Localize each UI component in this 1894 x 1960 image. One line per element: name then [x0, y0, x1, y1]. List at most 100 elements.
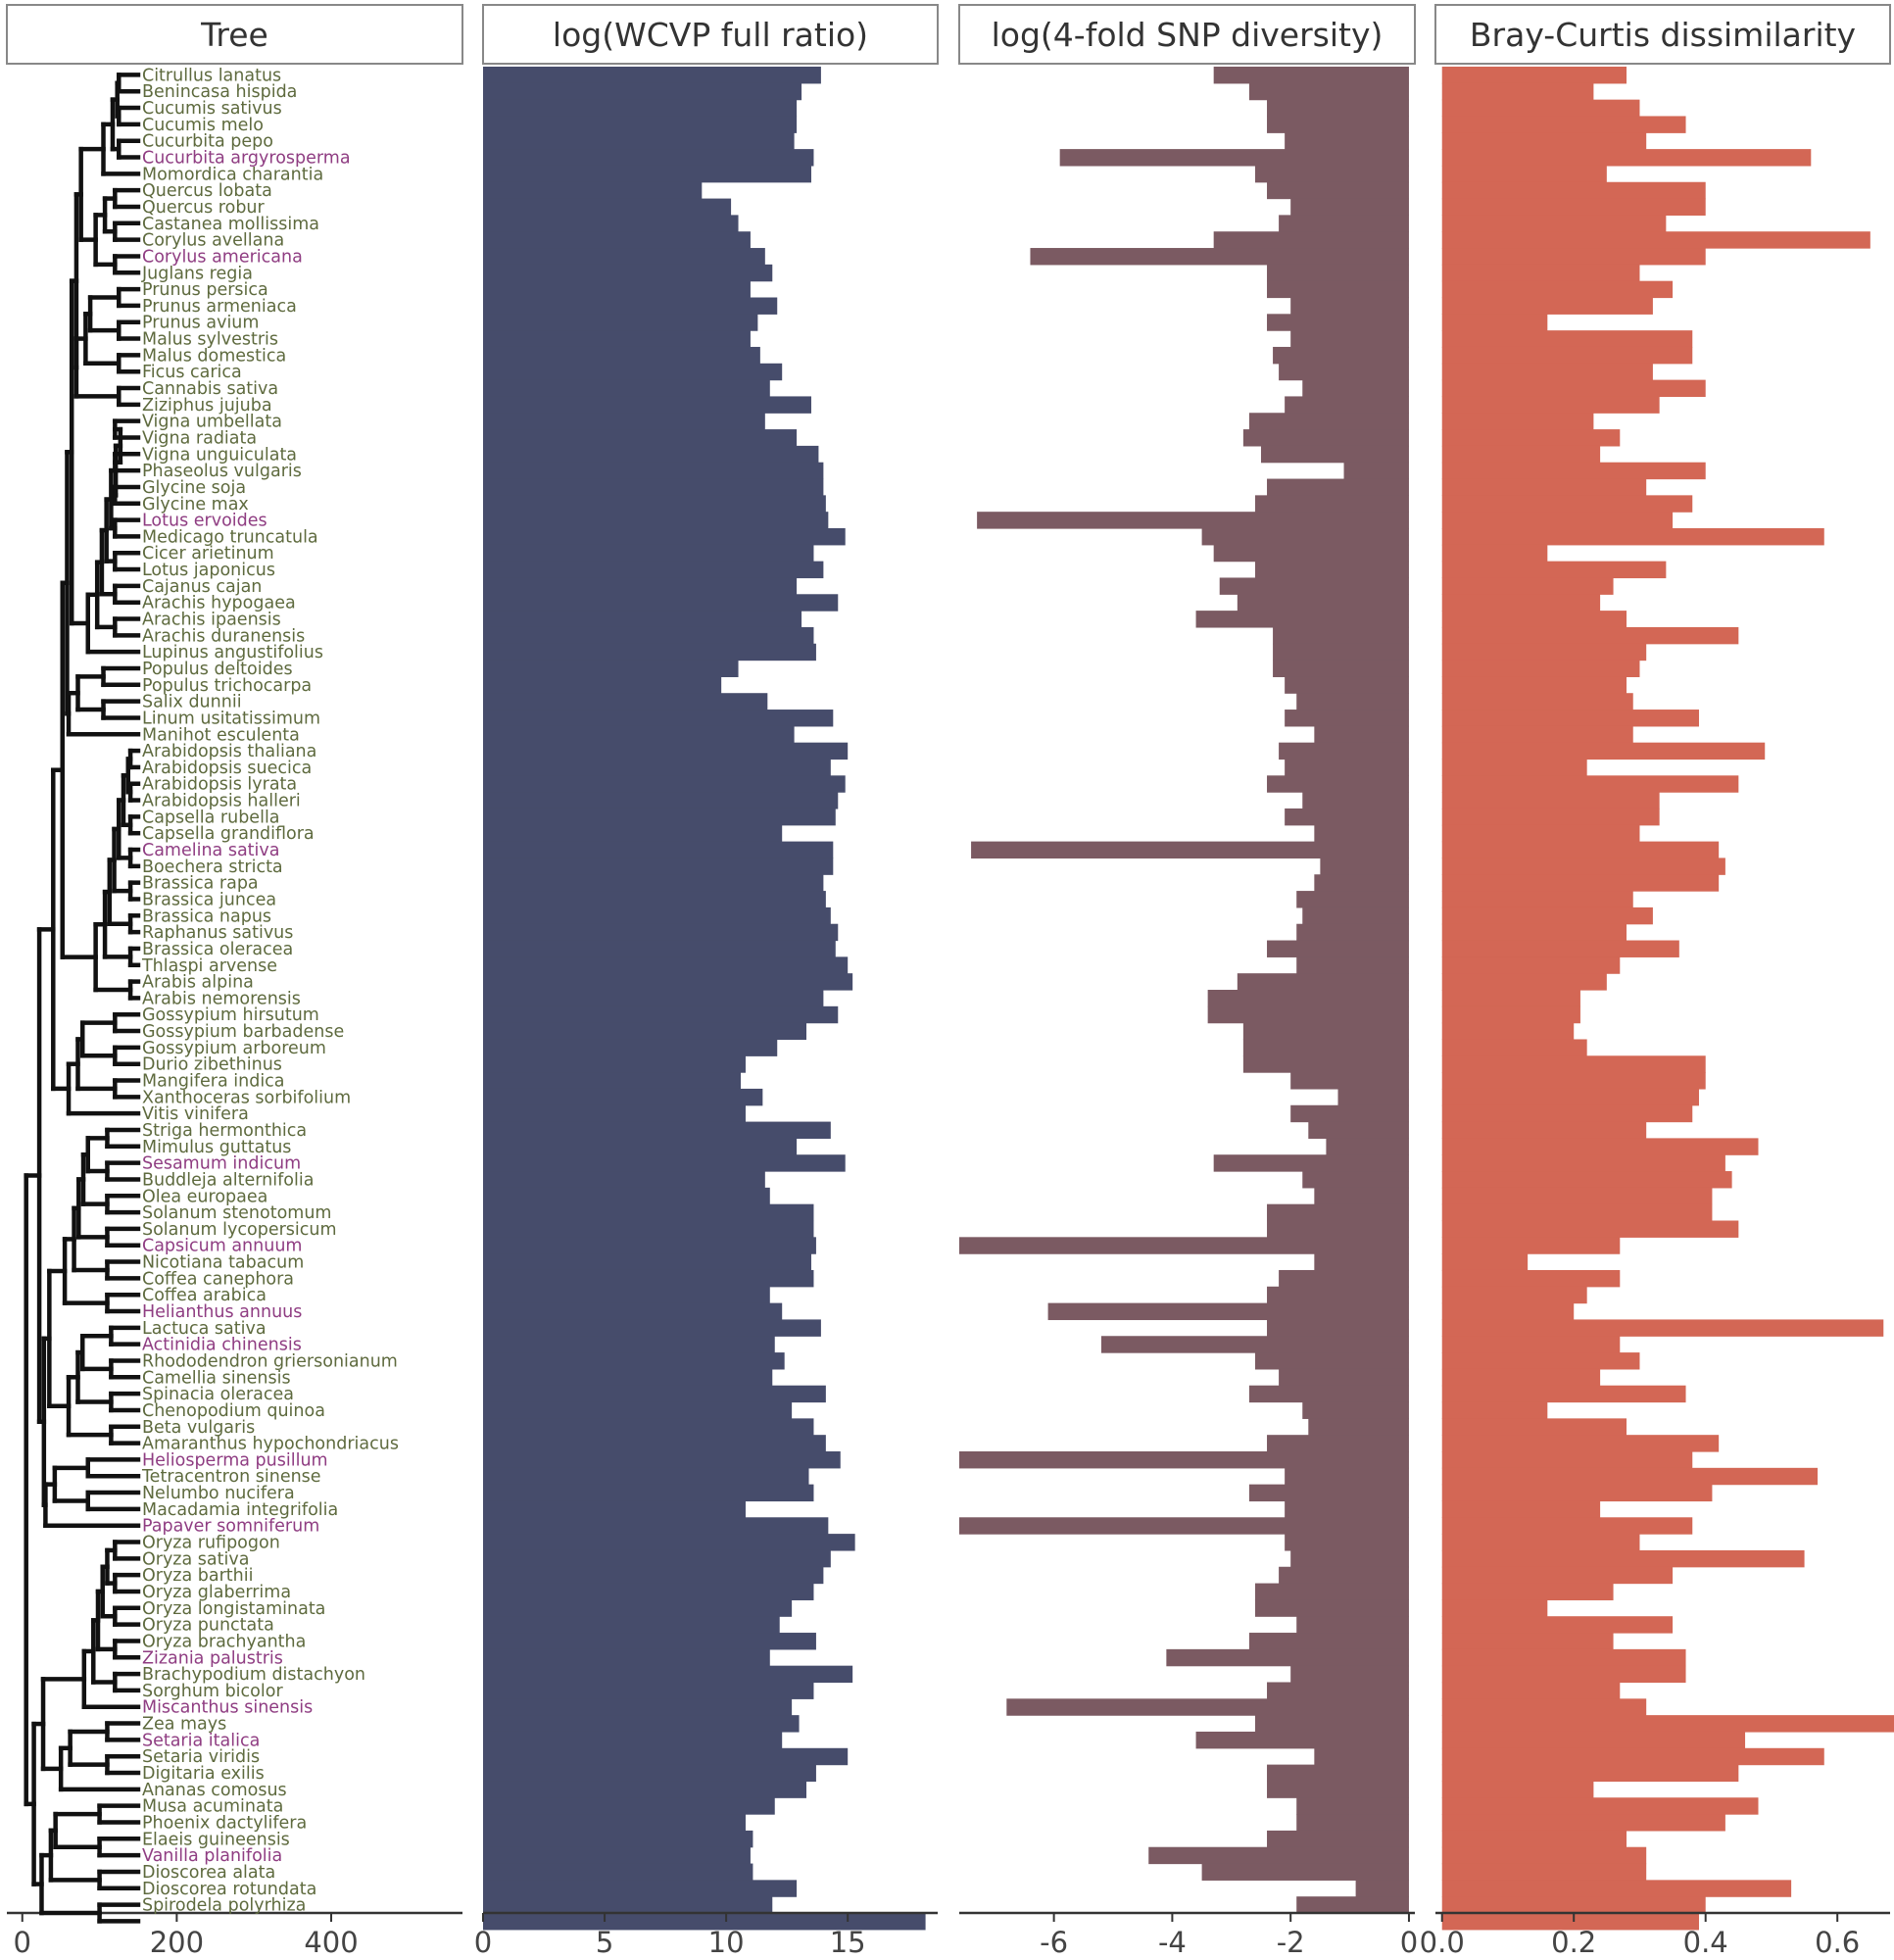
snp-bar	[977, 512, 1409, 529]
species-label: Populus deltoides	[142, 660, 293, 679]
snp-bar	[959, 1451, 1409, 1469]
bray-bar	[1441, 1781, 1594, 1798]
wcvp-bar	[483, 264, 773, 282]
wcvp-bar	[483, 1286, 770, 1304]
bray-bar	[1441, 858, 1725, 875]
species-label: Setaria viridis	[142, 1747, 260, 1767]
species-label: Quercus lobata	[142, 181, 272, 201]
wcvp-bar	[483, 1435, 826, 1452]
snp-bar	[1302, 1171, 1409, 1189]
bray-bar	[1441, 1534, 1640, 1551]
snp-bar	[1285, 676, 1409, 694]
bray-x-tick-label: 0.6	[1815, 1926, 1860, 1959]
snp-bar	[1100, 1336, 1409, 1353]
snp-bar	[1296, 1814, 1409, 1832]
species-label: Capsella grandiflora	[142, 824, 315, 844]
wcvp-bar	[483, 1336, 775, 1353]
species-label: Spinacia oleracea	[142, 1385, 294, 1404]
snp-bar	[1285, 710, 1409, 727]
bray-bar	[1441, 1698, 1647, 1716]
wcvp-bar	[483, 1319, 821, 1337]
snp-bar	[1296, 1616, 1409, 1634]
snp-bar	[1237, 594, 1409, 612]
species-label: Cucumis sativus	[142, 99, 282, 119]
bray-bar	[1441, 1549, 1805, 1568]
snp-bar	[1248, 82, 1409, 101]
snp-bar	[1254, 1715, 1409, 1733]
wcvp-bar	[483, 1698, 793, 1716]
bray-bar	[1441, 1665, 1686, 1684]
bray-bar	[1441, 1747, 1824, 1766]
species-label: Papaver somniferum	[142, 1517, 319, 1537]
snp-bar	[1207, 1005, 1409, 1024]
bray-bar	[1441, 116, 1686, 133]
species-label: Arabidopsis lyrata	[142, 775, 297, 795]
snp-bar	[1285, 759, 1409, 776]
species-label: Brassica rapa	[142, 874, 259, 894]
snp-bar	[1296, 1896, 1409, 1914]
wcvp-bar	[483, 1104, 746, 1123]
snp-bar	[1059, 149, 1409, 167]
bray-x-tick-label: 0.4	[1683, 1926, 1728, 1959]
wcvp-bar	[483, 1896, 773, 1914]
bray-bar	[1441, 808, 1660, 826]
bray-bar	[1441, 643, 1647, 662]
species-label: Linum usitatissimum	[142, 709, 320, 728]
snp-bar	[1314, 1253, 1409, 1271]
wcvp-bar	[483, 1682, 814, 1699]
snp-bar	[1308, 1121, 1409, 1139]
bray-bar	[1441, 1237, 1621, 1254]
wcvp-bar	[483, 594, 839, 612]
species-label: Dioscorea rotundata	[142, 1880, 316, 1899]
bray-bar	[1441, 1269, 1621, 1288]
species-label: Manihot esculenta	[142, 725, 300, 745]
wcvp-bar	[483, 792, 839, 809]
wcvp-bar	[483, 660, 739, 677]
wcvp-bar	[483, 1913, 926, 1931]
species-label: Vigna umbellata	[142, 413, 282, 432]
species-label: Xanthoceras sorbifolium	[142, 1088, 351, 1107]
species-label: Castanea mollissima	[142, 215, 319, 234]
snp-bar	[1285, 1500, 1409, 1518]
bray-bar	[1441, 82, 1594, 101]
wcvp-bar	[483, 725, 795, 744]
bray-bar	[1441, 1830, 1627, 1848]
bray-bar	[1441, 1088, 1699, 1106]
bray-bar	[1441, 231, 1870, 249]
panel-title-bray: Bray-Curtis dissimilarity	[1470, 16, 1856, 54]
species-label: Vitis vinifera	[142, 1104, 249, 1124]
snp-bar	[1326, 1138, 1409, 1155]
wcvp-bar	[483, 165, 811, 183]
snp-bar	[1254, 1599, 1409, 1617]
bray-bar-panel: 0.0 0.2 0.4 0.6	[1420, 67, 1894, 1959]
species-label: Actinidia chinensis	[142, 1336, 302, 1355]
wcvp-bar	[483, 1534, 855, 1551]
wcvp-bar	[483, 710, 834, 727]
snp-bar	[1267, 1830, 1409, 1848]
bray-bar	[1441, 264, 1640, 282]
wcvp-bar	[483, 1138, 798, 1155]
species-label: Camellia sinensis	[142, 1368, 291, 1388]
bray-bar	[1441, 512, 1674, 529]
snp-bar	[1237, 973, 1409, 991]
wcvp-bar	[483, 940, 836, 957]
species-label: Malus sylvestris	[142, 330, 278, 350]
wcvp-bar	[483, 676, 722, 694]
wcvp-bar	[483, 1830, 753, 1848]
snp-bar	[1308, 1418, 1409, 1436]
wcvp-bar	[483, 1846, 751, 1865]
bray-bar	[1441, 660, 1640, 677]
bray-bar	[1441, 1484, 1713, 1502]
bray-bar	[1441, 1896, 1706, 1914]
species-label: Sesamum indicum	[142, 1154, 301, 1174]
wcvp-bar	[483, 429, 798, 447]
snp-bar	[1267, 1286, 1409, 1304]
wcvp-bar	[483, 1566, 824, 1585]
wcvp-bar	[483, 1451, 841, 1469]
snp-bar	[1314, 874, 1409, 892]
species-label: Arachis duranensis	[142, 626, 305, 646]
snp-bar	[1213, 231, 1409, 249]
snp-bar	[1314, 824, 1409, 843]
wcvp-bar	[483, 1467, 809, 1486]
